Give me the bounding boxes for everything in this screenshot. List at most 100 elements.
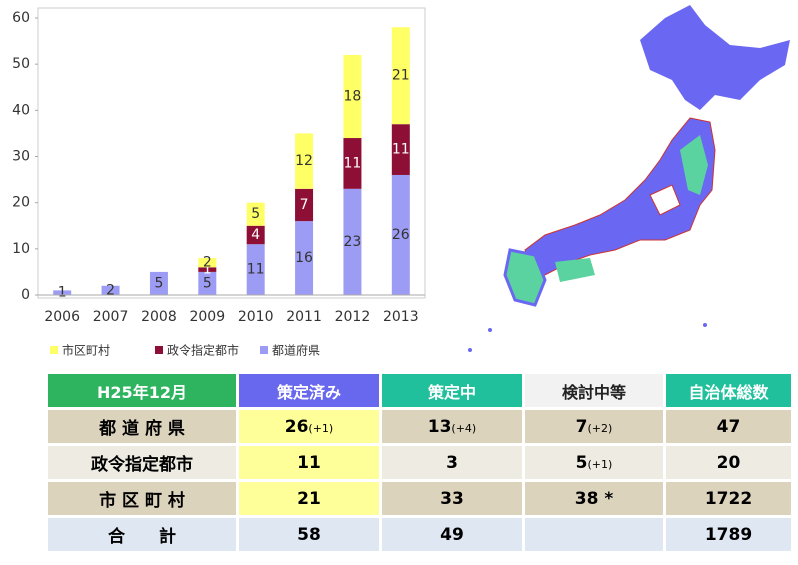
bar-segment: [246, 244, 265, 295]
table-row: 市 区 町 村 21 33 38 * 1722: [48, 482, 791, 515]
x-tick-label: 2012: [335, 309, 371, 325]
cell-note: (+1): [308, 421, 334, 435]
cell-note: (+2): [587, 421, 613, 435]
data-label: 5: [154, 275, 163, 291]
table-cell: [525, 518, 663, 551]
y-tick-label: 0: [21, 287, 30, 303]
x-tick-label: 2007: [93, 309, 129, 325]
table-row: 都 道 府 県 26(+1) 13(+4) 7(+2) 47: [48, 410, 791, 443]
table-cell: 13(+4): [382, 410, 522, 443]
table-cell: 21: [239, 482, 379, 515]
island: [468, 348, 472, 352]
data-label: 18: [344, 88, 362, 104]
data-label: 1: [203, 262, 212, 278]
data-label: 1: [58, 285, 67, 301]
table-cell: 49: [382, 518, 522, 551]
data-label: 11: [247, 262, 265, 278]
japan-map: [468, 5, 790, 352]
honshu: [524, 117, 716, 276]
cell-text: 合 計: [108, 527, 176, 547]
data-label: 26: [392, 227, 410, 243]
cell-text: 58: [297, 524, 321, 545]
table-cell: 合 計: [48, 518, 236, 551]
table-cell: 38 *: [525, 482, 663, 515]
y-tick-label: 10: [12, 241, 30, 257]
cell-text: 5: [575, 452, 588, 473]
cell-note: (+1): [587, 457, 613, 471]
data-label: 11: [392, 142, 410, 158]
table-cell: 58: [239, 518, 379, 551]
data-label: 2: [203, 255, 212, 271]
cell-text: 13: [427, 416, 452, 437]
table-row: 合 計 58 49 1789: [48, 518, 791, 551]
header-row: H25年12月 策定済み 策定中 検討中等 自治体総数: [48, 374, 791, 407]
region: [649, 184, 681, 216]
bar-segment: [53, 290, 72, 295]
bar-segment: [198, 267, 217, 272]
cell-text: 33: [440, 488, 464, 509]
data-label: 21: [392, 68, 410, 84]
bar-segment: [246, 202, 265, 226]
cell-note: (+4): [451, 421, 477, 435]
header-cell: H25年12月: [48, 374, 236, 407]
plot-frame: [37, 7, 426, 299]
header-cell: 検討中等: [525, 374, 663, 407]
table-cell: 都 道 府 県: [48, 410, 236, 443]
bar-segment: [391, 174, 410, 295]
cell-text: 市 区 町 村: [99, 491, 185, 511]
cell-text: 3: [446, 452, 458, 473]
bar-segment: [101, 285, 120, 295]
data-label: 23: [344, 234, 362, 250]
bar-segment: [198, 258, 217, 268]
table-cell: 47: [666, 410, 791, 443]
table-cell: 政令指定都市: [48, 446, 236, 479]
cell-text: 20: [716, 452, 741, 473]
y-tick-label: 20: [12, 195, 30, 211]
bar-segment: [149, 271, 168, 295]
bar-segment: [391, 124, 410, 175]
data-label: 16: [295, 250, 313, 266]
bar-segment: [246, 225, 265, 245]
cell-text: 11: [297, 452, 321, 473]
data-label: 4: [251, 227, 260, 243]
data-label: 11: [344, 155, 362, 171]
cell-text: 47: [716, 416, 741, 437]
cell-text: 政令指定都市: [91, 455, 193, 475]
y-tick-label: 60: [12, 10, 30, 26]
cell-text: 21: [297, 488, 321, 509]
kyushu: [503, 248, 547, 307]
table-row: 政令指定都市 11 3 5(+1) 20: [48, 446, 791, 479]
cell-text: 26: [284, 416, 309, 437]
cell-text: 49: [440, 524, 464, 545]
data-label: 5: [251, 206, 260, 222]
legend-label: 市区町村: [62, 343, 110, 358]
table-cell: 33: [382, 482, 522, 515]
hokkaido: [640, 5, 790, 110]
cell-text: 1722: [704, 488, 753, 509]
bar-segment: [198, 271, 217, 295]
legend-label: 政令指定都市: [167, 343, 239, 358]
data-label: 5: [203, 275, 212, 291]
table-cell: 1722: [666, 482, 791, 515]
chart: 0102030405060200612007220085200951220101…: [12, 5, 790, 358]
header-cell: 策定済み: [239, 374, 379, 407]
bar-segment: [343, 138, 362, 189]
table-cell: 5(+1): [525, 446, 663, 479]
cell-text: 7: [575, 416, 588, 437]
x-tick-label: 2013: [383, 309, 419, 325]
status-table: H25年12月 策定済み 策定中 検討中等 自治体総数都 道 府 県 26(+1) 13(+…: [45, 371, 794, 554]
table-cell: 3: [382, 446, 522, 479]
header-cell: 自治体総数: [666, 374, 791, 407]
table-cell: 1789: [666, 518, 791, 551]
data-label: 7: [300, 197, 309, 213]
data-label: 12: [295, 153, 313, 169]
bar-segment: [343, 188, 362, 295]
legend-swatch: [260, 346, 268, 354]
bar-segment: [343, 54, 362, 139]
island: [488, 328, 492, 332]
table-cell: 20: [666, 446, 791, 479]
data-label: 2: [106, 282, 115, 298]
cell-text: 1789: [704, 524, 753, 545]
x-tick-label: 2010: [238, 309, 274, 325]
